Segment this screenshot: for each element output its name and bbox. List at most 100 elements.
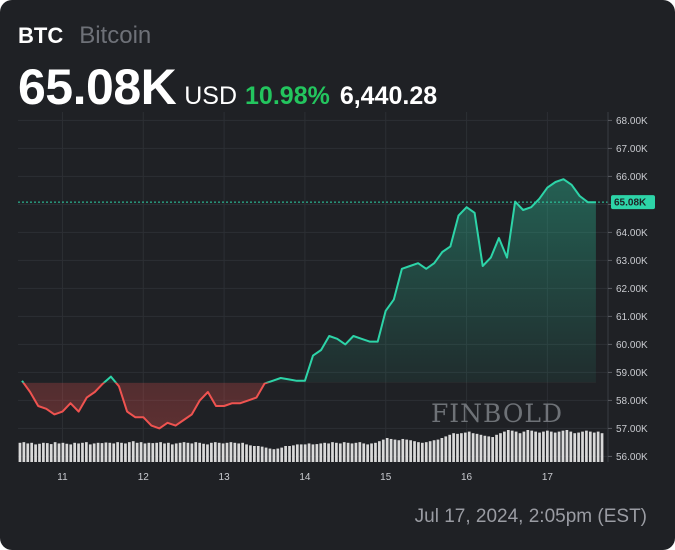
volume-bar: [18, 442, 22, 462]
volume-bar: [358, 442, 362, 462]
volume-bar: [139, 442, 143, 462]
volume-bar: [557, 431, 561, 462]
volume-bar: [323, 442, 327, 462]
volume-bar: [77, 443, 80, 462]
current-price: 65.08K: [18, 59, 177, 115]
volume-bar: [522, 431, 526, 462]
volume-bar: [116, 442, 119, 462]
volume-bar: [424, 442, 428, 462]
volume-bar: [397, 440, 401, 462]
volume-bar: [249, 445, 252, 462]
volume-bar: [256, 446, 260, 462]
volume-bar: [510, 430, 514, 462]
y-tick-label: 62.00K: [616, 284, 648, 295]
volume-bars: [18, 430, 604, 462]
volume-bar: [272, 449, 276, 462]
volume-bar: [565, 430, 569, 462]
volume-bar: [546, 430, 549, 462]
current-price-badge: 65.08K: [611, 195, 655, 210]
volume-bar: [45, 443, 49, 462]
volume-bar: [198, 442, 202, 462]
volume-bar: [460, 433, 463, 462]
x-axis: 11 12 13 14 15 16 17: [57, 472, 553, 483]
volume-bar: [401, 438, 405, 462]
y-tick-label: 66.00K: [616, 172, 648, 183]
change-absolute: 6,440.28: [339, 82, 438, 110]
volume-bar: [260, 446, 264, 462]
volume-bar: [526, 430, 530, 462]
volume-bar: [503, 431, 506, 462]
volume-bar: [280, 447, 284, 462]
volume-bar: [303, 444, 307, 462]
y-tick-label: 56.00K: [616, 452, 648, 463]
volume-bar: [202, 443, 205, 462]
volume-bar: [475, 433, 479, 462]
volume-bar: [350, 443, 354, 462]
volume-bar: [596, 431, 600, 462]
volume-bar: [163, 443, 166, 462]
volume-bar: [530, 430, 534, 462]
volume-bar: [53, 442, 57, 462]
volume-bar: [499, 433, 502, 462]
volume-bar: [65, 443, 69, 462]
x-tick-label: 11: [57, 472, 68, 483]
volume-bar: [81, 442, 84, 462]
volume-bar: [378, 441, 381, 462]
volume-bar: [315, 444, 319, 462]
x-tick-label: 16: [461, 472, 473, 483]
volume-bar: [108, 442, 112, 462]
y-tick-label: 63.00K: [616, 256, 648, 267]
x-tick-label: 17: [542, 472, 554, 483]
volume-bar: [292, 445, 295, 462]
volume-bar: [491, 437, 495, 462]
y-tick-label: 58.00K: [616, 396, 648, 407]
volume-bar: [538, 432, 541, 462]
volume-bar: [26, 443, 30, 462]
volume-bar: [112, 443, 116, 462]
watermark-logo: FINBOLD: [431, 399, 563, 428]
current-price-badge-box: [611, 195, 655, 210]
y-tick-label: 67.00K: [616, 144, 648, 155]
y-axis: 56.00K 57.00K 58.00K 59.00K 60.00K 61.00K 62.0…: [607, 112, 648, 463]
y-tick-label: 68.00K: [616, 116, 648, 127]
volume-bar: [331, 442, 334, 462]
volume-bar: [61, 442, 65, 462]
volume-bar: [518, 433, 522, 462]
volume-bar: [104, 442, 108, 462]
volume-bar: [549, 431, 553, 462]
price-line-up: [21, 178, 596, 383]
price-header: 65.08K USD 10.98% 6,440.28: [18, 58, 437, 116]
volume-bar: [319, 443, 323, 462]
currency-label: USD: [184, 82, 238, 110]
y-tick-label: 64.00K: [616, 228, 648, 239]
volume-bar: [194, 442, 198, 462]
volume-bar: [96, 442, 100, 462]
area-fill-down: [22, 382, 596, 429]
volume-bar: [335, 442, 338, 462]
volume-bar: [151, 443, 155, 462]
volume-bar: [288, 446, 291, 462]
volume-bar: [592, 432, 596, 462]
volume-bar: [405, 439, 409, 462]
volume-bar: [135, 442, 139, 462]
volume-bar: [417, 442, 420, 462]
volume-bar: [381, 439, 385, 462]
volume-bar: [124, 443, 127, 462]
volume-bar: [213, 442, 217, 462]
volume-bar: [479, 434, 483, 462]
volume-bar: [342, 442, 346, 462]
volume-bar: [268, 448, 272, 462]
asset-name: Bitcoin: [79, 22, 152, 49]
volume-bar: [370, 443, 373, 462]
volume-bar: [131, 441, 135, 462]
volume-bar: [428, 441, 432, 462]
volume-bar: [409, 440, 412, 462]
volume-bar: [467, 431, 471, 462]
y-tick-label: 61.00K: [616, 312, 648, 323]
volume-bar: [495, 434, 498, 462]
x-tick-label: 13: [219, 472, 231, 483]
volume-bar: [92, 443, 96, 462]
volume-bar: [577, 432, 580, 462]
volume-bar: [221, 443, 225, 462]
